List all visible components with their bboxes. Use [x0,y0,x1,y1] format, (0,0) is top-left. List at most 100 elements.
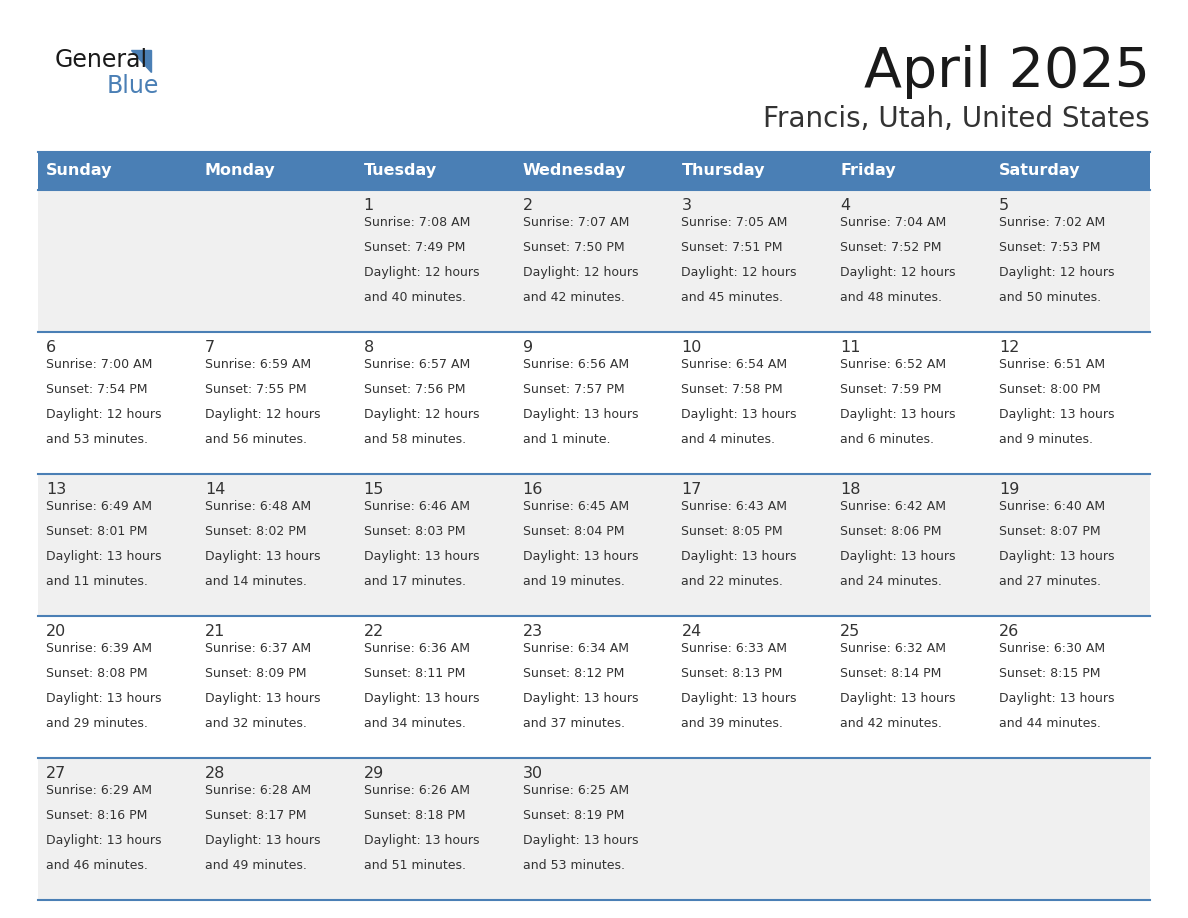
Bar [514,758,674,900]
Text: Sunrise: 6:43 AM: Sunrise: 6:43 AM [682,500,788,513]
Bar [197,474,355,616]
Text: and 22 minutes.: and 22 minutes. [682,575,783,588]
Text: 12: 12 [999,340,1019,355]
Text: 7: 7 [204,340,215,355]
Text: Francis, Utah, United States: Francis, Utah, United States [763,105,1150,133]
Text: Sunset: 8:12 PM: Sunset: 8:12 PM [523,666,624,680]
Text: 24: 24 [682,624,702,639]
Text: Sunset: 7:54 PM: Sunset: 7:54 PM [46,383,147,396]
Bar [38,474,197,616]
Bar [833,758,991,900]
Text: Daylight: 13 hours: Daylight: 13 hours [682,408,797,420]
Text: and 9 minutes.: and 9 minutes. [999,432,1093,445]
Text: Daylight: 13 hours: Daylight: 13 hours [840,691,956,705]
Bar [355,332,514,474]
Text: and 53 minutes.: and 53 minutes. [523,858,625,871]
Text: Sunset: 8:13 PM: Sunset: 8:13 PM [682,666,783,680]
Bar [833,474,991,616]
Text: Daylight: 12 hours: Daylight: 12 hours [999,265,1114,279]
Text: Sunset: 7:56 PM: Sunset: 7:56 PM [364,383,466,396]
Text: Daylight: 13 hours: Daylight: 13 hours [682,691,797,705]
Text: 21: 21 [204,624,226,639]
Text: 25: 25 [840,624,860,639]
Polygon shape [131,50,151,72]
Text: Sunrise: 6:32 AM: Sunrise: 6:32 AM [840,642,947,655]
Text: Sunrise: 6:33 AM: Sunrise: 6:33 AM [682,642,788,655]
Text: and 45 minutes.: and 45 minutes. [682,291,783,304]
Bar [197,190,355,332]
Text: and 49 minutes.: and 49 minutes. [204,858,307,871]
Bar [991,474,1150,616]
Text: Sunrise: 6:36 AM: Sunrise: 6:36 AM [364,642,469,655]
Text: Sunrise: 7:02 AM: Sunrise: 7:02 AM [999,216,1105,229]
Text: 23: 23 [523,624,543,639]
Text: Monday: Monday [204,163,276,178]
Text: General: General [55,48,148,72]
Text: Saturday: Saturday [999,163,1081,178]
Text: Daylight: 13 hours: Daylight: 13 hours [682,550,797,563]
Text: Daylight: 13 hours: Daylight: 13 hours [999,550,1114,563]
Text: Daylight: 13 hours: Daylight: 13 hours [364,834,479,846]
Text: and 53 minutes.: and 53 minutes. [46,432,148,445]
Text: Sunset: 8:04 PM: Sunset: 8:04 PM [523,525,624,538]
Bar [38,152,1150,190]
Bar [674,616,833,758]
Text: Sunrise: 6:42 AM: Sunrise: 6:42 AM [840,500,947,513]
Text: Blue: Blue [107,74,159,98]
Text: Daylight: 13 hours: Daylight: 13 hours [999,691,1114,705]
Text: 14: 14 [204,482,226,497]
Text: 30: 30 [523,766,543,781]
Text: Sunset: 8:05 PM: Sunset: 8:05 PM [682,525,783,538]
Bar [514,474,674,616]
Bar [674,758,833,900]
Bar [514,190,674,332]
Text: Sunrise: 6:28 AM: Sunrise: 6:28 AM [204,784,311,797]
Text: and 6 minutes.: and 6 minutes. [840,432,934,445]
Text: Sunset: 7:55 PM: Sunset: 7:55 PM [204,383,307,396]
Text: 9: 9 [523,340,532,355]
Text: Sunrise: 6:59 AM: Sunrise: 6:59 AM [204,358,311,371]
Text: Daylight: 13 hours: Daylight: 13 hours [523,408,638,420]
Text: Sunset: 8:19 PM: Sunset: 8:19 PM [523,809,624,822]
Text: Daylight: 13 hours: Daylight: 13 hours [999,408,1114,420]
Text: Sunrise: 6:45 AM: Sunrise: 6:45 AM [523,500,628,513]
Text: 5: 5 [999,198,1010,213]
Text: Sunday: Sunday [46,163,113,178]
Bar [514,332,674,474]
Text: Sunset: 7:59 PM: Sunset: 7:59 PM [840,383,942,396]
Text: and 4 minutes.: and 4 minutes. [682,432,776,445]
Text: 11: 11 [840,340,861,355]
Text: Sunrise: 6:52 AM: Sunrise: 6:52 AM [840,358,947,371]
Bar [38,190,197,332]
Text: Sunrise: 7:05 AM: Sunrise: 7:05 AM [682,216,788,229]
Text: Sunrise: 6:39 AM: Sunrise: 6:39 AM [46,642,152,655]
Text: Sunrise: 7:00 AM: Sunrise: 7:00 AM [46,358,152,371]
Text: Sunrise: 6:56 AM: Sunrise: 6:56 AM [523,358,628,371]
Text: Sunset: 7:58 PM: Sunset: 7:58 PM [682,383,783,396]
Bar [38,332,197,474]
Text: Sunrise: 6:26 AM: Sunrise: 6:26 AM [364,784,469,797]
Bar [991,616,1150,758]
Bar [355,616,514,758]
Bar [833,190,991,332]
Text: Sunset: 8:01 PM: Sunset: 8:01 PM [46,525,147,538]
Text: 20: 20 [46,624,67,639]
Text: 27: 27 [46,766,67,781]
Text: Daylight: 13 hours: Daylight: 13 hours [523,691,638,705]
Text: Sunset: 8:09 PM: Sunset: 8:09 PM [204,666,307,680]
Text: Sunset: 7:52 PM: Sunset: 7:52 PM [840,241,942,254]
Text: and 24 minutes.: and 24 minutes. [840,575,942,588]
Text: 6: 6 [46,340,56,355]
Text: and 14 minutes.: and 14 minutes. [204,575,307,588]
Text: 16: 16 [523,482,543,497]
Text: Sunrise: 6:37 AM: Sunrise: 6:37 AM [204,642,311,655]
Text: Sunrise: 7:07 AM: Sunrise: 7:07 AM [523,216,628,229]
Text: Sunset: 7:49 PM: Sunset: 7:49 PM [364,241,465,254]
Bar [38,758,197,900]
Text: Sunset: 8:18 PM: Sunset: 8:18 PM [364,809,466,822]
Text: Daylight: 13 hours: Daylight: 13 hours [204,834,321,846]
Text: and 50 minutes.: and 50 minutes. [999,291,1101,304]
Text: and 42 minutes.: and 42 minutes. [840,717,942,730]
Text: Daylight: 13 hours: Daylight: 13 hours [204,691,321,705]
Bar [355,190,514,332]
